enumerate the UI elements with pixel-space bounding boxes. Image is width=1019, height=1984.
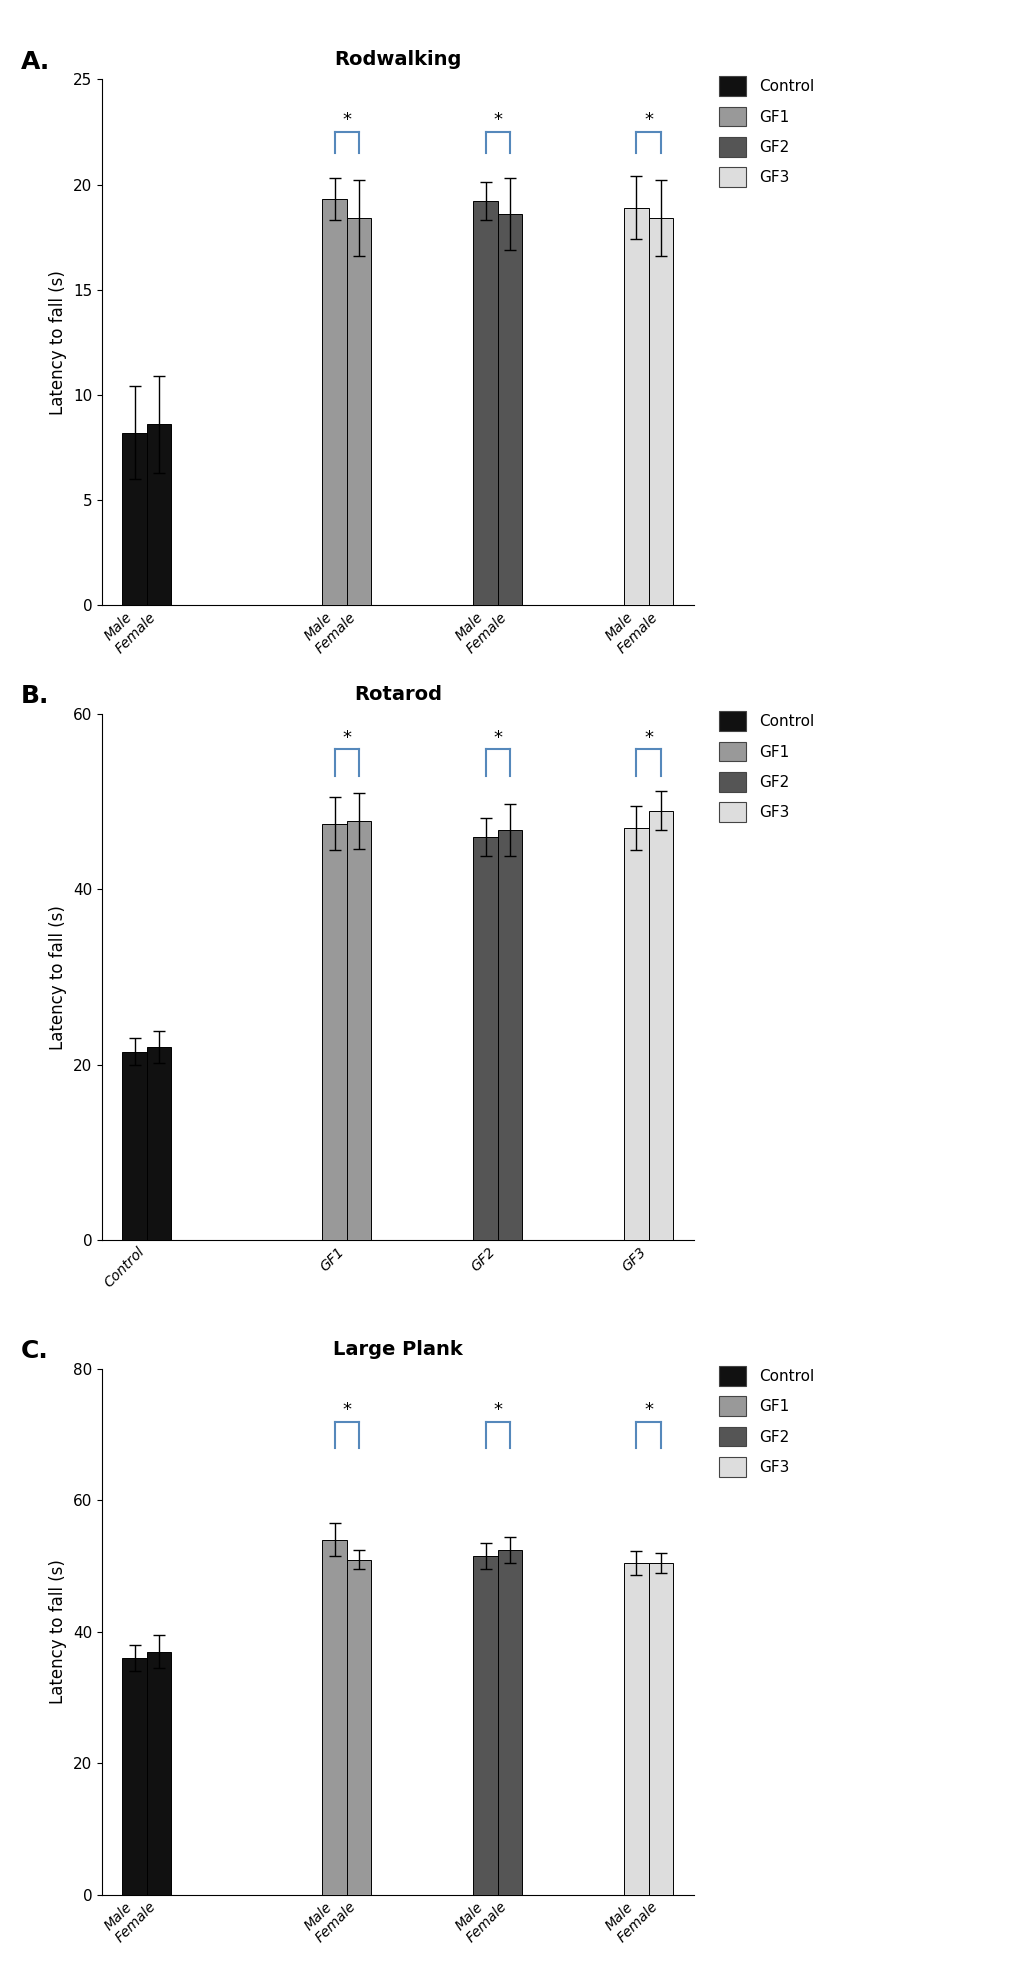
Text: *: * <box>644 728 652 746</box>
Bar <box>624 827 648 1240</box>
Legend: Control, GF1, GF2, GF3: Control, GF1, GF2, GF3 <box>718 1367 813 1476</box>
Y-axis label: Latency to fall (s): Latency to fall (s) <box>50 270 67 415</box>
Text: C.: C. <box>20 1339 48 1363</box>
Title: Rotarod: Rotarod <box>354 684 441 704</box>
Text: *: * <box>493 111 501 129</box>
Bar <box>322 198 346 605</box>
Bar <box>497 829 522 1240</box>
Bar <box>147 425 171 605</box>
Bar <box>497 1550 522 1895</box>
Bar <box>473 1555 497 1895</box>
Text: A.: A. <box>20 50 50 73</box>
Bar <box>322 823 346 1240</box>
Bar <box>346 821 371 1240</box>
Bar <box>122 433 147 605</box>
Bar <box>147 1651 171 1895</box>
Bar <box>624 208 648 605</box>
Bar <box>473 837 497 1240</box>
Bar <box>122 1052 147 1240</box>
Legend: Control, GF1, GF2, GF3: Control, GF1, GF2, GF3 <box>718 712 813 821</box>
Title: Large Plank: Large Plank <box>332 1339 463 1359</box>
Bar <box>497 214 522 605</box>
Bar <box>346 218 371 605</box>
Legend: Control, GF1, GF2, GF3: Control, GF1, GF2, GF3 <box>718 77 813 186</box>
Y-axis label: Latency to fall (s): Latency to fall (s) <box>49 905 67 1050</box>
Bar <box>122 1659 147 1895</box>
Bar <box>322 1540 346 1895</box>
Title: Rodwalking: Rodwalking <box>334 50 461 69</box>
Text: *: * <box>493 1401 501 1419</box>
Text: *: * <box>342 728 351 746</box>
Y-axis label: Latency to fall (s): Latency to fall (s) <box>49 1559 67 1704</box>
Text: *: * <box>644 111 652 129</box>
Text: *: * <box>493 728 501 746</box>
Bar <box>473 200 497 605</box>
Bar <box>648 218 673 605</box>
Bar <box>648 811 673 1240</box>
Text: *: * <box>644 1401 652 1419</box>
Bar <box>648 1563 673 1895</box>
Text: *: * <box>342 111 351 129</box>
Text: B.: B. <box>20 684 49 708</box>
Text: *: * <box>342 1401 351 1419</box>
Bar <box>624 1563 648 1895</box>
Bar <box>346 1559 371 1895</box>
Bar <box>147 1048 171 1240</box>
